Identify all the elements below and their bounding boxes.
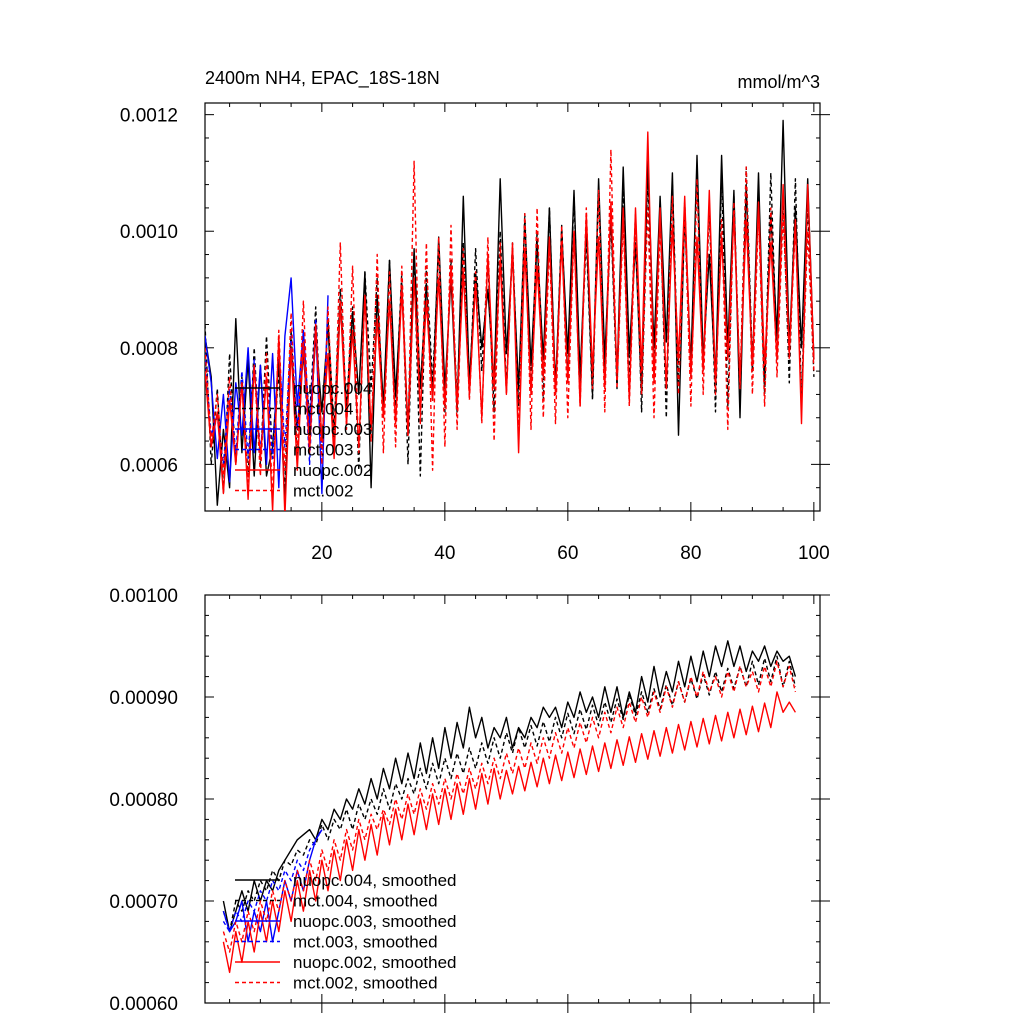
y-tick-label: 0.00100 — [109, 586, 178, 607]
y-tick-label: 0.00090 — [109, 688, 178, 709]
x-tick-label: 80 — [680, 543, 701, 564]
legend-label: mct.004, smoothed — [293, 892, 438, 911]
legend-label: mct.003 — [293, 441, 353, 460]
x-tick-label: 20 — [311, 543, 332, 564]
series-group — [205, 119, 815, 511]
y-tick-label: 0.0008 — [120, 339, 178, 360]
x-tick-label: 40 — [434, 543, 455, 564]
legend-label: mct.002, smoothed — [293, 974, 438, 993]
top-panel: 20 40 60 80 100 0.0006 0.0008 0.0010 0.0012 2400m… — [120, 68, 830, 564]
bottom-panel: 0.00060 0.00070 0.00080 0.00090 0.00100 nuopc… — [109, 586, 830, 1015]
legend-label: nuopc.002 — [293, 461, 372, 480]
legend-label: mct.004 — [293, 400, 353, 419]
series-line-mct-002 — [205, 148, 815, 500]
legend-label: nuopc.004 — [293, 379, 372, 398]
chart-units: mmol/m^3 — [738, 72, 820, 92]
series-line-nuopc-002-smoothed — [222, 691, 797, 974]
y-tick-label: 0.0006 — [120, 455, 178, 476]
legend-label: nuopc.002, smoothed — [293, 953, 457, 972]
plot-frame — [204, 102, 821, 512]
y-tick-label: 0.00080 — [109, 790, 178, 811]
chart-title: 2400m NH4, EPAC_18S-18N — [205, 68, 440, 89]
y-tick-label: 0.0010 — [120, 222, 178, 243]
x-tick-label: 100 — [798, 543, 830, 564]
y-tick-label: 0.00060 — [109, 994, 178, 1015]
series-line-mct-002-smoothed — [222, 660, 797, 953]
x-tick-label: 60 — [557, 543, 578, 564]
legend-label: nuopc.004, smoothed — [293, 871, 457, 890]
y-tick-label: 0.00070 — [109, 892, 178, 913]
series-line-nuopc-004-smoothed — [222, 640, 797, 933]
legend-label: nuopc.003 — [293, 420, 372, 439]
legend-label: mct.003, smoothed — [293, 933, 438, 952]
legend-label: mct.002 — [293, 482, 353, 501]
legend-label: nuopc.003, smoothed — [293, 912, 457, 931]
series-group — [222, 640, 797, 974]
y-tick-label: 0.0012 — [120, 106, 178, 127]
series-line-mct-003-smoothed — [222, 829, 323, 933]
